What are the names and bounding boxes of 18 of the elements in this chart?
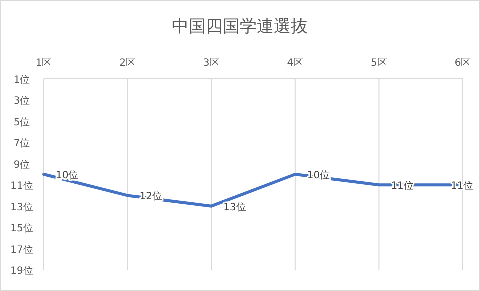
y-tick-label: 11位 bbox=[10, 180, 34, 192]
x-tick-label: 2区 bbox=[120, 58, 136, 69]
y-tick-label: 3位 bbox=[14, 95, 30, 108]
y-tick-label: 9位 bbox=[14, 158, 30, 171]
title: 中国四国学連選抜 bbox=[172, 17, 308, 37]
x-tick-label: 1区 bbox=[36, 58, 52, 69]
data-label: 13位 bbox=[224, 201, 246, 214]
y-tick-label: 17位 bbox=[10, 244, 34, 256]
y-tick-label: 1位 bbox=[14, 74, 30, 86]
x-tick-label: 5区 bbox=[371, 58, 388, 69]
y-tick-label: 15位 bbox=[10, 222, 34, 235]
y-tick-label: 19位 bbox=[10, 265, 34, 277]
y-tick-label: 5位 bbox=[14, 116, 30, 128]
y-tick-label: 7位 bbox=[14, 138, 30, 150]
x-tick-label: 6区 bbox=[454, 58, 472, 69]
x-tick-label: 4区 bbox=[287, 58, 304, 69]
y-tick-label: 13位 bbox=[10, 201, 34, 214]
x-tick-label: 3区 bbox=[203, 58, 220, 69]
